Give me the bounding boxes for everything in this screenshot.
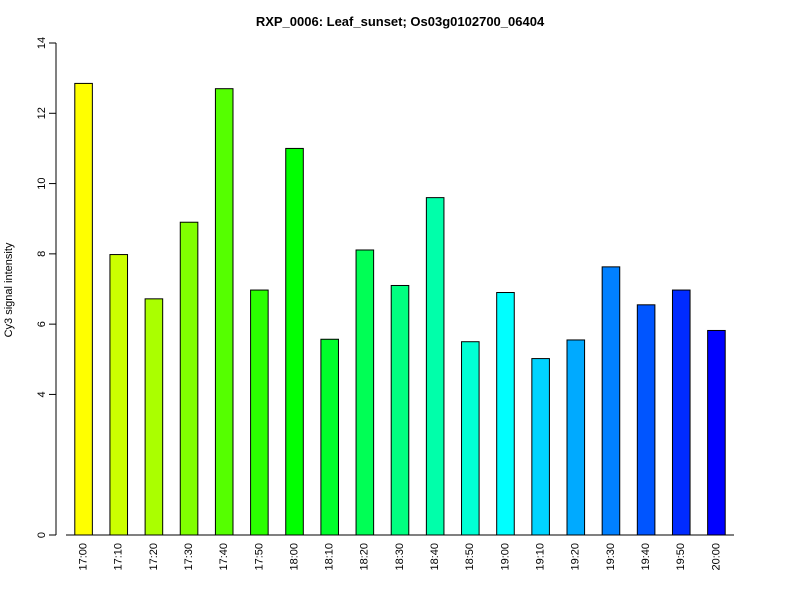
chart-title: RXP_0006: Leaf_sunset; Os03g0102700_0640… <box>256 14 545 29</box>
x-tick-label: 19:40 <box>640 543 652 571</box>
x-tick-label: 18:50 <box>464 543 476 571</box>
bar-1930 <box>601 266 621 536</box>
x-tick-label: 17:20 <box>148 543 160 571</box>
x-axis: 17:00 17:10 17:20 17:30 17:40 17:50 18:00 18:10… <box>66 534 734 571</box>
bar-1900 <box>496 292 515 536</box>
x-tick-label: 19:50 <box>675 543 687 571</box>
bar-1940 <box>636 304 656 536</box>
y-tick-label: 4 <box>36 391 48 397</box>
x-tick-label: 18:30 <box>394 543 406 571</box>
bar-1920 <box>566 339 586 536</box>
bar-1950 <box>671 289 691 536</box>
bar-1700 <box>74 82 93 536</box>
x-tick-label: 17:00 <box>77 543 89 571</box>
x-tick-label: 17:50 <box>253 543 265 571</box>
x-tick-label: 17:10 <box>113 543 125 571</box>
x-tick-label: 17:40 <box>218 543 230 571</box>
bar-1730 <box>179 221 199 536</box>
bar-1800 <box>285 147 304 536</box>
bar-1910 <box>531 358 550 536</box>
y-tick-label: 14 <box>36 37 48 49</box>
y-tick-label: 6 <box>36 321 48 327</box>
x-tick-label: 18:10 <box>324 543 336 571</box>
y-axis-label: Cy3 signal intensity <box>3 242 15 337</box>
x-tick-label: 19:00 <box>499 543 511 571</box>
y-axis: 0 4 6 8 10 12 14 <box>36 37 57 538</box>
x-tick-label: 19:30 <box>605 543 617 571</box>
y-tick-label: 12 <box>36 107 48 119</box>
x-tick-label: 19:10 <box>535 543 547 571</box>
bar-2000 <box>707 329 726 536</box>
bar-1830 <box>390 284 410 536</box>
y-tick-label: 10 <box>36 177 48 189</box>
bar-1710 <box>109 254 129 536</box>
y-tick-label: 0 <box>36 532 48 538</box>
bar-1740 <box>214 88 234 536</box>
bar-1750 <box>250 289 269 536</box>
x-tick-label: 18:20 <box>359 543 371 571</box>
x-tick-label: 17:30 <box>183 543 195 571</box>
x-tick-label: 18:00 <box>288 543 300 571</box>
x-tick-label: 19:20 <box>570 543 582 571</box>
y-tick-label: 8 <box>36 251 48 257</box>
x-tick-label: 18:40 <box>429 543 441 571</box>
bar-1720 <box>144 298 164 536</box>
bar-1850 <box>461 341 480 536</box>
bars <box>74 82 726 536</box>
bar-1810 <box>320 338 339 536</box>
bar-1840 <box>425 197 445 536</box>
bar-1820 <box>355 249 375 536</box>
x-tick-label: 20:00 <box>710 543 722 571</box>
